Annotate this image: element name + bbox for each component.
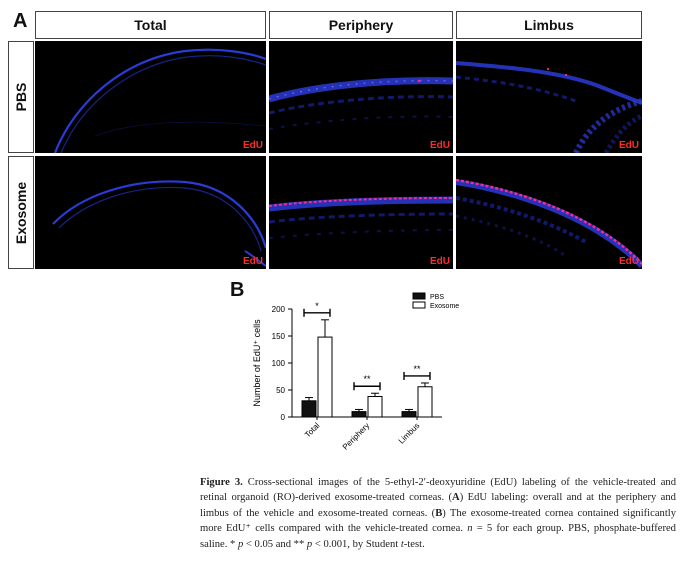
y-tick-label: 100 [272, 359, 286, 368]
y-axis-label: Number of EdU⁺ cells [252, 319, 262, 407]
micrograph-exosome-total: EdU [35, 156, 266, 269]
bar-pbs-total [301, 400, 317, 418]
column-header-total: Total [35, 11, 266, 39]
column-header-total-label: Total [134, 17, 167, 33]
bar-chart: 0 50 100 150 200 Number of EdU⁺ cells * Total **… [252, 292, 459, 452]
row-header-exosome-label: Exosome [13, 181, 29, 244]
panel-a-letter: A [13, 10, 28, 32]
micrograph-pbs-limbus: EdU [456, 41, 642, 153]
caption-text: ) EdU labeling: overall and at the perip… [200, 492, 676, 519]
row-header-pbs-label: PBS [13, 82, 29, 112]
x-tick-label: Limbus [397, 421, 422, 446]
significance-marker: * [315, 301, 319, 311]
micrograph-pbs-total: EdU [35, 41, 266, 153]
edu-label: EdU [619, 256, 639, 267]
column-header-limbus: Limbus [456, 11, 642, 39]
caption-text: B [435, 507, 443, 519]
edu-label: EdU [619, 140, 639, 151]
column-header-limbus-label: Limbus [524, 17, 574, 33]
legend-label-exosome: Exosome [430, 303, 459, 310]
significance-marker: ** [363, 374, 371, 384]
legend-swatch-pbs [412, 292, 426, 300]
micrograph-pbs-periphery: EdU [269, 41, 453, 153]
micrograph-exosome-limbus: EdU [456, 156, 642, 269]
panel-b-letter: B [230, 279, 245, 301]
caption-text: Cross-sectional images of the 5-ethyl-2′… [200, 477, 676, 504]
legend-label-pbs: PBS [430, 294, 444, 301]
caption-text: p [306, 538, 313, 550]
edu-label: EdU [430, 140, 450, 151]
caption-text: -test. [403, 538, 425, 550]
figure-label: Figure 3. [200, 477, 243, 488]
caption-text: = 5 for each group. PBS, phosphate-buffe… [200, 523, 676, 550]
caption-text: < 0.05 and ** [243, 538, 307, 550]
caption-text: t [400, 538, 404, 550]
figure-caption: Figure 3. Cross-sectional images of the … [200, 475, 676, 552]
bar-exosome-total [317, 336, 333, 418]
bar-exosome-limbus [417, 386, 433, 418]
y-tick-label: 50 [276, 386, 285, 395]
x-tick-label: Periphery [341, 421, 372, 452]
bar-pbs-limbus [401, 411, 417, 418]
caption-text: A [452, 492, 460, 504]
caption-text: n [467, 523, 473, 535]
caption-text: < 0.001, by Student [312, 538, 401, 550]
y-tick-label: 150 [272, 332, 286, 341]
edu-label: EdU [243, 256, 263, 267]
bar-exosome-periphery [367, 395, 383, 418]
column-header-periphery-label: Periphery [328, 17, 394, 33]
significance-marker: ** [413, 364, 421, 374]
legend-swatch-exosome [412, 301, 426, 309]
bar-pbs-periphery [351, 411, 367, 418]
edu-label: EdU [430, 256, 450, 267]
micrograph-exosome-periphery: EdU [269, 156, 453, 269]
row-header-pbs: PBS [8, 41, 34, 153]
row-header-exosome: Exosome [8, 156, 34, 269]
y-tick-label: 0 [281, 413, 286, 422]
caption-text: p [237, 538, 244, 550]
column-header-periphery: Periphery [269, 11, 453, 39]
edu-label: EdU [243, 140, 263, 151]
caption-text: ) The exosome-treated cornea contained s… [200, 507, 677, 535]
y-tick-label: 200 [272, 305, 286, 314]
x-tick-label: Total [303, 421, 321, 439]
